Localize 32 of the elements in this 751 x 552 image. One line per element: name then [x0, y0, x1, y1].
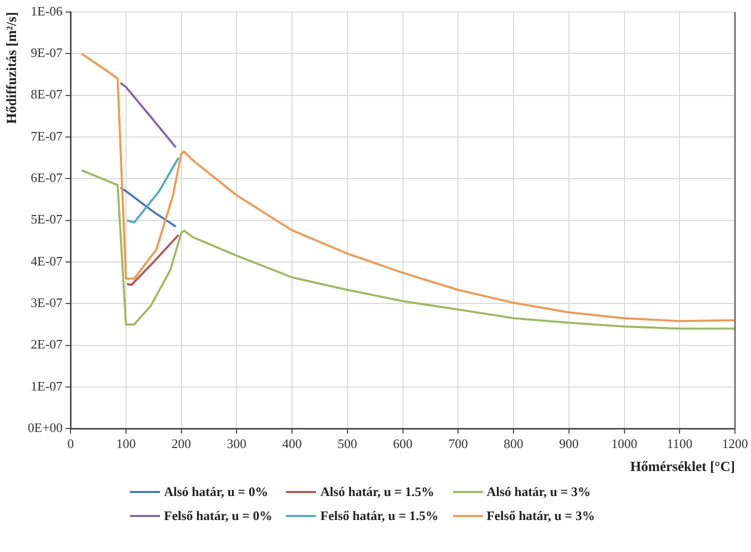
- x-tick-label: 600: [393, 436, 413, 451]
- y-tick-label: 7E-07: [30, 128, 64, 144]
- x-tick-label: 1100: [666, 436, 692, 451]
- x-tick-label: 700: [448, 436, 468, 451]
- y-tick-label: 9E-07: [30, 45, 64, 60]
- x-tick-label: 500: [338, 436, 358, 451]
- x-tick-label: 400: [282, 436, 302, 451]
- legend-label: Felső határ, u = 3%: [486, 508, 595, 524]
- y-tick-label: 8E-07: [30, 86, 64, 102]
- legend-label: Felső határ, u = 0%: [164, 508, 272, 524]
- x-tick-label: 1200: [722, 436, 748, 451]
- y-tick-label: 5E-07: [30, 212, 64, 227]
- x-tick-label: 800: [504, 436, 524, 451]
- x-tick-label: 300: [226, 436, 246, 451]
- y-tick-label: 6E-07: [30, 170, 64, 186]
- y-tick-label: 4E-07: [30, 253, 64, 268]
- y-tick-label: 1E-07: [30, 378, 64, 394]
- x-tick-label: 1000: [611, 436, 638, 451]
- y-axis-title: Hődiffuzitás [m²/s]: [5, 12, 20, 124]
- x-tick-label: 100: [116, 436, 136, 451]
- legend-label: Alsó határ, u = 3%: [486, 484, 591, 500]
- x-tick-label: 900: [559, 436, 579, 451]
- x-tick-label: 200: [172, 436, 192, 451]
- y-tick-label: 1E-06: [30, 3, 64, 18]
- y-tick-label: 0E+00: [28, 420, 63, 436]
- y-tick-label: 3E-07: [30, 295, 64, 310]
- x-tick-label: 0: [67, 436, 74, 451]
- x-axis-title: Hőmérséklet [°C]: [630, 460, 735, 476]
- legend-label: Alsó határ, u = 0%: [164, 484, 268, 500]
- legend-label: Felső határ, u = 1.5%: [320, 508, 439, 524]
- y-tick-label: 2E-07: [30, 336, 64, 352]
- legend-label: Alsó határ, u = 1.5%: [320, 484, 434, 500]
